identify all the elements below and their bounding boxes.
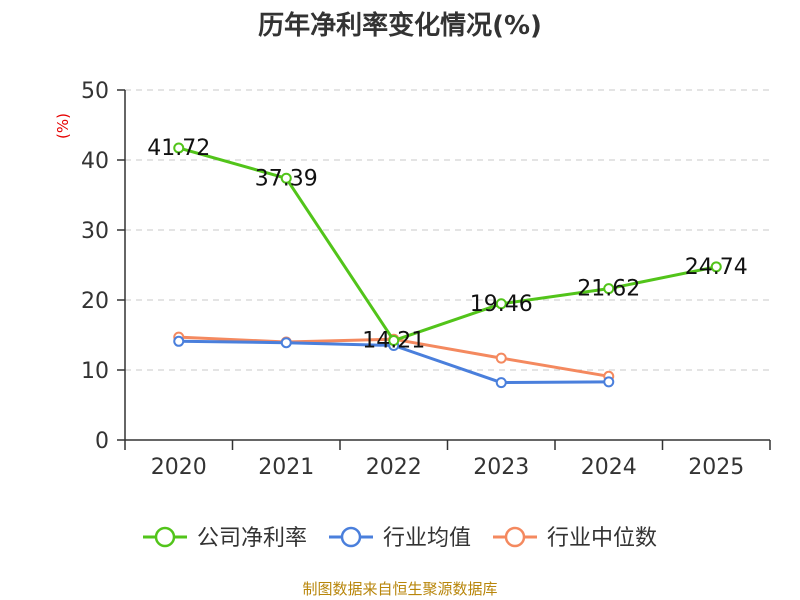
- series-line: [178, 146, 717, 343]
- legend-label: 行业均值: [383, 526, 471, 551]
- data-point: [173, 142, 185, 154]
- data-point: [495, 298, 507, 310]
- data-point: [173, 335, 185, 347]
- data-point: [280, 172, 292, 184]
- data-label: 21.62: [577, 277, 640, 302]
- legend-marker: [154, 526, 176, 548]
- legend-label: 公司净利率: [197, 526, 307, 551]
- data-label: 24.74: [685, 255, 748, 280]
- chart-title: 历年净利率变化情况(%): [258, 10, 542, 41]
- data-label: 14.21: [362, 329, 425, 354]
- y-tick-label: 10: [81, 359, 109, 384]
- y-tick-label: 40: [81, 149, 109, 174]
- series-lines: [173, 142, 722, 389]
- grid-lines: [125, 89, 770, 371]
- x-tick-label: 2023: [473, 455, 529, 480]
- legend-item-1: 行业均值: [329, 526, 471, 551]
- data-labels: 41.72 37.39 14.21 19.46 21.62 24.74: [147, 136, 747, 354]
- data-point: [280, 337, 292, 349]
- x-tick-label: 2024: [581, 455, 637, 480]
- legend-marker: [340, 526, 362, 548]
- y-tick-label: 50: [81, 79, 109, 104]
- legend-label: 行业中位数: [547, 526, 657, 551]
- x-tick-label: 2020: [151, 455, 207, 480]
- x-tick-label: 2021: [258, 455, 314, 480]
- legend-item-2: 行业中位数: [493, 526, 657, 551]
- data-point: [388, 335, 400, 347]
- axes: 0 10 20 30 40 50 2020 2021 2022 2023 2024 2025: [81, 79, 771, 480]
- legend: 公司净利率 行业均值 行业中位数: [143, 526, 657, 551]
- data-label: 41.72: [147, 136, 210, 161]
- data-point: [603, 283, 615, 295]
- series-0: [173, 142, 722, 347]
- legend-marker: [504, 526, 526, 548]
- y-tick-label: 20: [81, 289, 109, 314]
- data-point: [603, 376, 615, 388]
- data-label: 19.46: [470, 292, 533, 317]
- x-tick-label: 2022: [366, 455, 422, 480]
- data-point: [710, 261, 722, 273]
- y-axis-unit: (%): [54, 113, 72, 139]
- x-tick-label: 2025: [688, 455, 744, 480]
- legend-item-0: 公司净利率: [143, 526, 307, 551]
- data-point: [495, 377, 507, 389]
- data-point: [495, 352, 507, 364]
- data-label: 37.39: [255, 166, 318, 191]
- source-note: 制图数据来自恒生聚源数据库: [302, 580, 497, 598]
- y-tick-label: 30: [81, 219, 109, 244]
- y-tick-label: 0: [95, 429, 109, 454]
